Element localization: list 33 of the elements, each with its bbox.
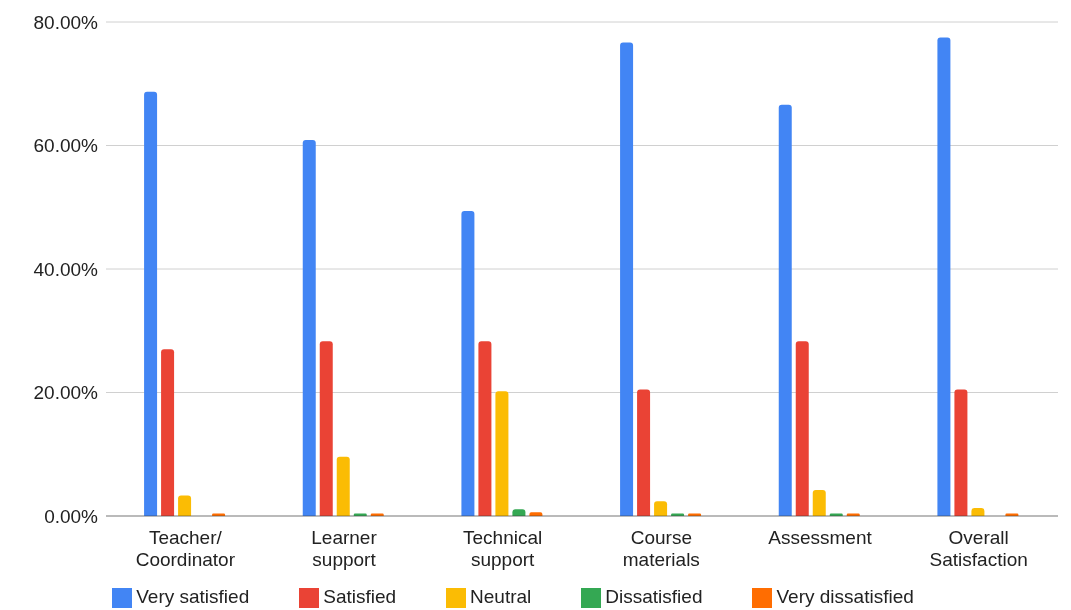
bar <box>795 341 809 516</box>
bar <box>778 104 792 516</box>
x-tick-label: Technical support <box>463 527 543 570</box>
legend-label: Very dissatisfied <box>776 586 914 607</box>
bar <box>178 495 192 516</box>
x-tick-label: Assessment <box>768 527 873 548</box>
legend-label: Very satisfied <box>136 586 250 607</box>
bar <box>620 42 634 516</box>
y-tick-label: 40.00% <box>33 258 99 280</box>
x-tick-label: Learner support <box>311 527 378 570</box>
bar <box>812 490 826 516</box>
y-tick-label: 80.00% <box>33 11 99 33</box>
bar <box>495 391 509 516</box>
bar <box>302 139 316 516</box>
x-tick-label: Teacher/Coordinator <box>135 527 236 570</box>
legend-label: Satisfied <box>323 586 397 607</box>
bar <box>461 210 475 516</box>
bar <box>336 456 350 516</box>
bar <box>654 501 668 516</box>
bar <box>637 389 651 516</box>
y-tick-label: 60.00% <box>33 135 99 157</box>
legend-label: Dissatisfied <box>605 586 703 607</box>
y-tick-label: 0.00% <box>44 505 99 527</box>
bar <box>161 349 175 516</box>
bar <box>954 389 968 516</box>
x-tick-label: Overall Satisfaction <box>929 527 1028 570</box>
bar <box>937 37 951 516</box>
legend-label: Neutral <box>470 586 532 607</box>
bar <box>478 341 492 516</box>
bar <box>144 91 158 516</box>
y-tick-label: 20.00% <box>33 382 99 404</box>
bar <box>319 341 333 516</box>
x-tick-label: Course materials <box>622 527 700 570</box>
